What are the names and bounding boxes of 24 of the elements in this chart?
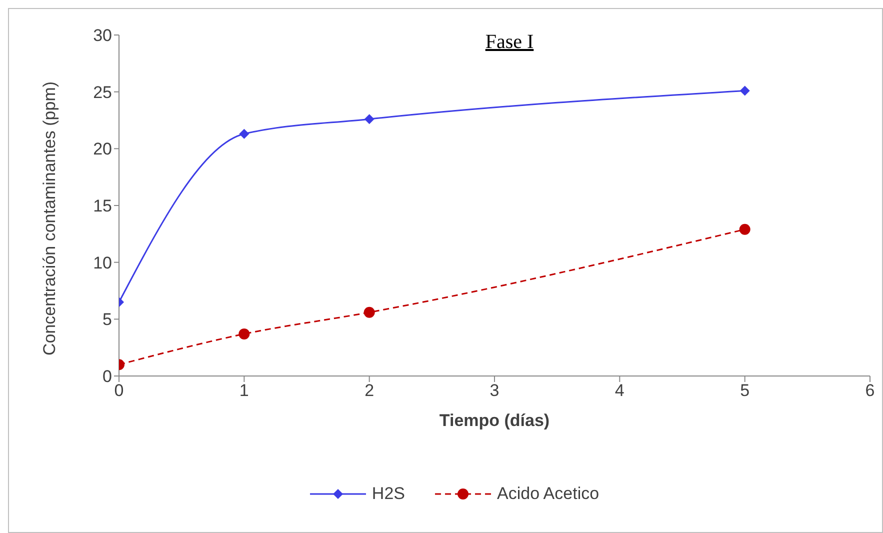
x-tick-label: 5 [740,381,750,400]
x-tick-label: 2 [364,381,374,400]
point [238,328,250,340]
y-tick-label: 10 [93,253,112,272]
legend-label: Acido Acetico [497,484,600,504]
x-tick-label: 4 [614,381,624,400]
x-tick-label: 6 [865,381,875,400]
point [739,224,750,235]
y-tick-label: 30 [93,26,112,46]
y-axis-title: Concentración contaminantes (ppm) [40,81,60,356]
x-tick-label: 1 [239,381,249,400]
point [364,114,374,124]
y-tick-label: 5 [102,310,112,330]
chart-title: Fase I [484,31,535,54]
y-tick-label: 25 [93,82,112,102]
y-tick-label: 0 [102,367,112,386]
point [364,306,375,318]
y-tick-label: 15 [93,196,112,216]
y-tick-label: 20 [93,140,112,159]
x-axis-title: Tiempo (días) [439,411,550,430]
x-tick-label: 3 [490,381,500,400]
point [740,86,750,96]
point [239,128,250,139]
legend-label: H2S [372,484,405,504]
